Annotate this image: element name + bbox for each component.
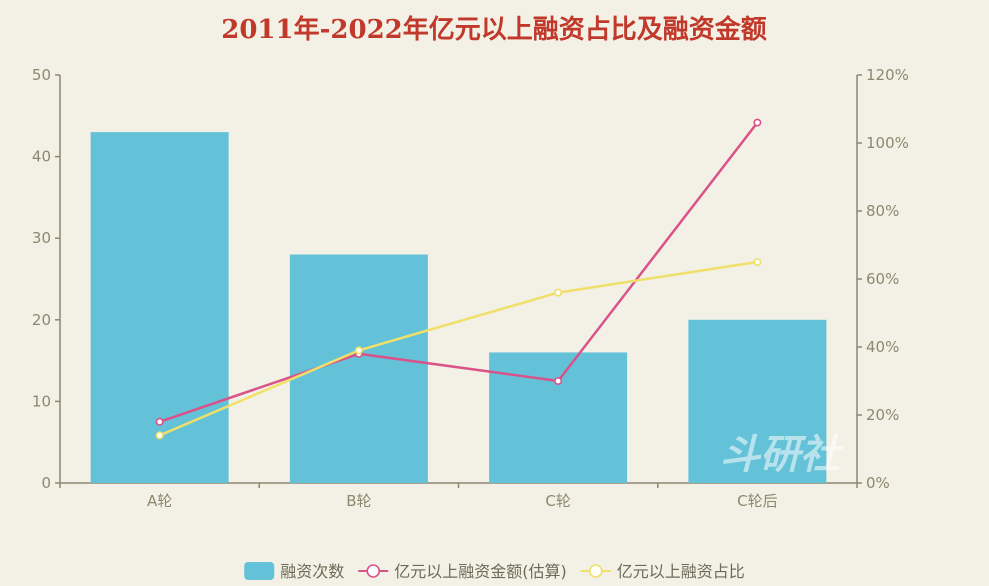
y-right-tick-label: 80% <box>866 202 899 220</box>
data-point[interactable] <box>753 257 762 266</box>
y-left-tick-label: 50 <box>32 66 51 84</box>
legend-item[interactable]: 亿元以上融资金额(估算) <box>358 562 567 581</box>
y-left-tick-label: 0 <box>41 474 51 492</box>
x-tick-label: C轮 <box>545 492 570 510</box>
bar[interactable] <box>688 319 827 483</box>
chart-title: 2011年-2022年亿元以上融资占比及融资金额 <box>221 14 767 45</box>
watermark: 斗研社 <box>720 432 844 478</box>
legend-swatch-marker <box>366 564 381 578</box>
legend-label: 亿元以上融资金额(估算) <box>394 562 567 581</box>
data-point[interactable] <box>354 346 363 355</box>
y-right-tick-label: 120% <box>866 66 909 84</box>
bar[interactable] <box>289 254 428 483</box>
y-right-tick-label: 40% <box>866 338 899 356</box>
legend-item[interactable]: 融资次数 <box>244 562 344 581</box>
data-point[interactable] <box>753 118 762 127</box>
data-point[interactable] <box>554 288 563 297</box>
y-right-tick-label: 0% <box>866 474 890 492</box>
y-left-tick-label: 10 <box>32 392 51 410</box>
line-series <box>155 118 762 440</box>
axes: 0 10 20 30 40 50 0% 20% 40% 60% 80% 100% 120% A轮 B轮 C轮 C… <box>32 66 909 510</box>
data-point[interactable] <box>155 417 164 426</box>
bar[interactable] <box>489 352 628 483</box>
bar[interactable] <box>90 132 229 483</box>
y-left-tick-label: 30 <box>32 229 51 247</box>
y-right-tick-label: 60% <box>866 270 899 288</box>
legend-swatch-marker <box>588 564 603 578</box>
series-line <box>159 121 759 423</box>
data-point[interactable] <box>155 431 164 440</box>
legend-item[interactable]: 亿元以上融资占比 <box>580 562 745 581</box>
x-tick-label: B轮 <box>346 492 371 510</box>
x-tick-label: C轮后 <box>737 492 777 510</box>
bar-series <box>90 132 827 483</box>
legend[interactable]: 融资次数 亿元以上融资金额(估算) 亿元以上融资占比 <box>244 562 745 581</box>
series-line <box>159 260 758 437</box>
y-left-tick-label: 20 <box>32 311 51 329</box>
legend-swatch <box>244 562 275 580</box>
y-right-tick-label: 100% <box>866 134 909 152</box>
legend-label: 亿元以上融资占比 <box>617 562 745 581</box>
legend-label: 融资次数 <box>280 562 344 581</box>
x-tick-label: A轮 <box>147 492 172 510</box>
y-right-tick-label: 20% <box>866 406 899 424</box>
y-left-tick-label: 40 <box>32 148 51 166</box>
data-point[interactable] <box>554 376 563 385</box>
